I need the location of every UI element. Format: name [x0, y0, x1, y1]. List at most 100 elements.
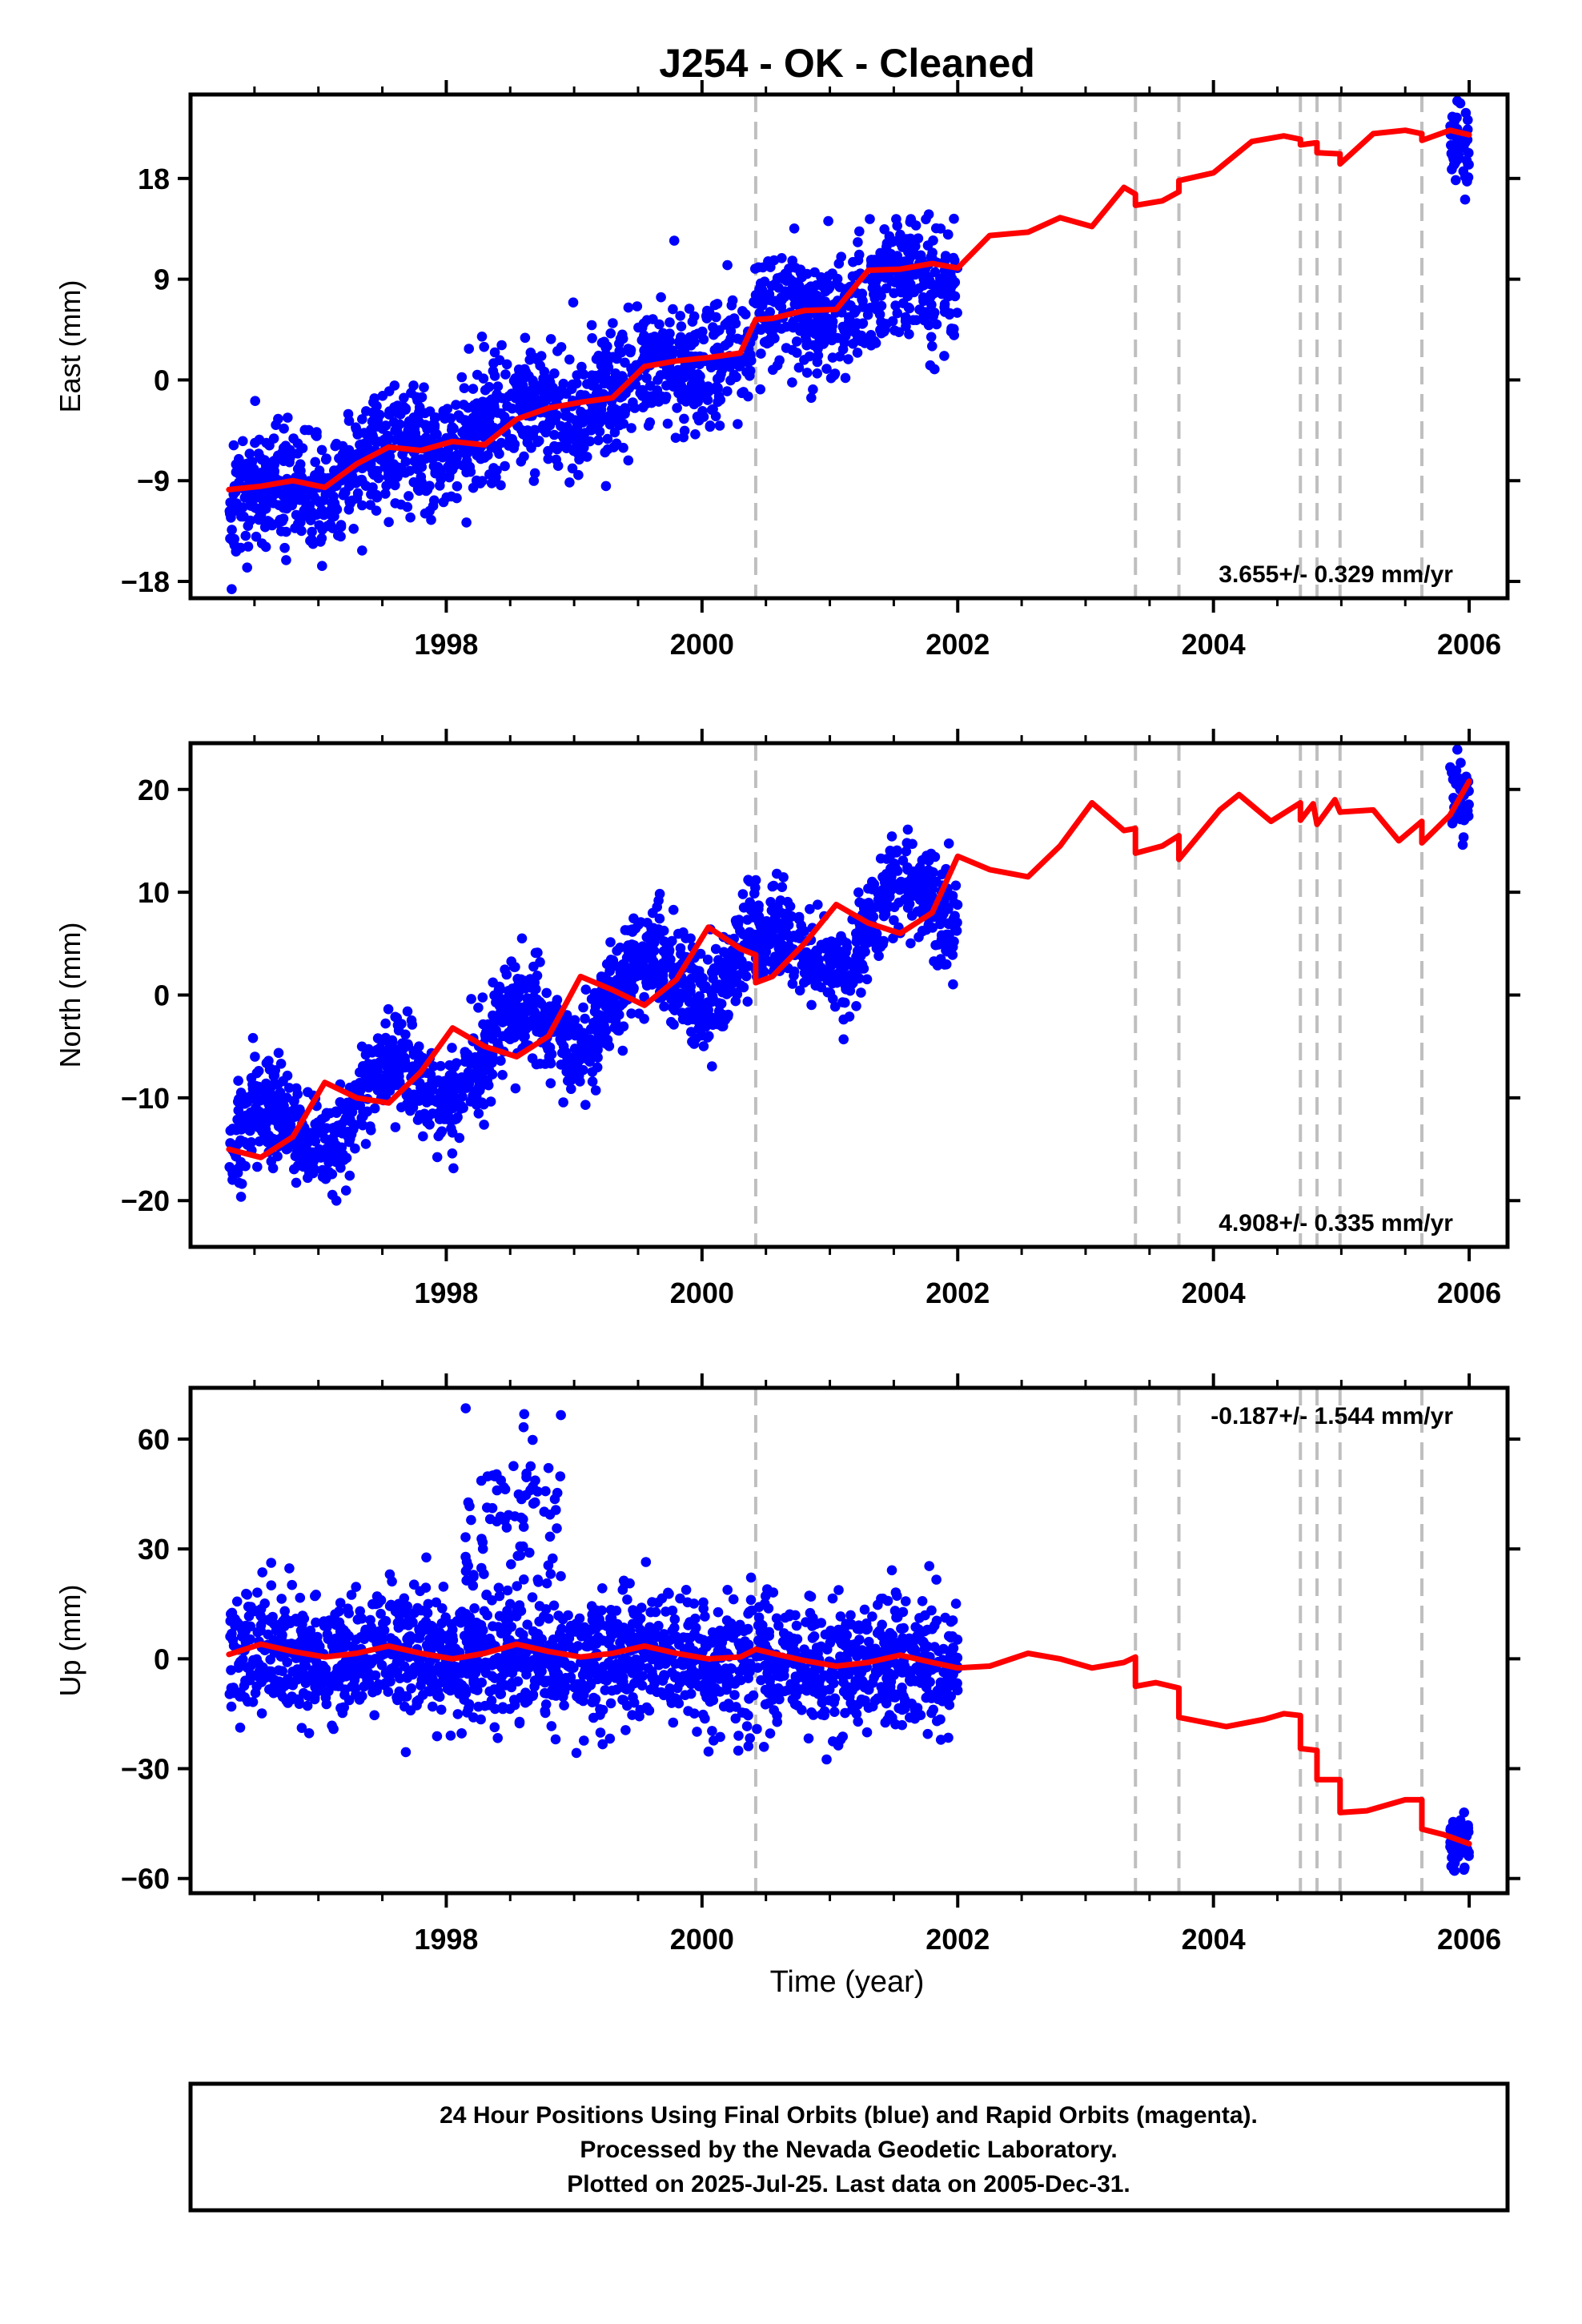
- data-point: [755, 384, 765, 395]
- data-point: [889, 287, 899, 299]
- data-point: [837, 997, 848, 1007]
- data-point: [417, 435, 428, 446]
- data-point: [573, 1043, 584, 1055]
- data-point: [652, 375, 663, 385]
- data-point: [234, 477, 244, 488]
- data-point: [907, 838, 917, 850]
- data-point: [357, 414, 367, 424]
- data-point: [235, 1192, 247, 1202]
- data-point: [528, 961, 539, 972]
- data-point: [559, 1700, 569, 1711]
- data-point: [345, 1116, 355, 1127]
- data-point: [291, 1177, 302, 1188]
- data-point: [494, 1610, 505, 1622]
- data-point: [268, 433, 279, 444]
- data-point: [844, 1011, 855, 1022]
- data-point: [811, 279, 821, 291]
- data-point: [582, 379, 592, 389]
- data-point: [799, 926, 809, 937]
- data-point: [492, 444, 503, 455]
- data-point: [586, 425, 596, 436]
- y-axis-label: East (mm): [54, 280, 86, 413]
- data-point: [281, 526, 291, 537]
- data-point: [602, 1035, 613, 1045]
- data-point: [516, 1011, 527, 1022]
- data-point: [901, 1596, 911, 1606]
- data-point: [573, 469, 584, 480]
- data-point: [246, 1091, 256, 1101]
- data-point: [701, 311, 712, 321]
- data-point: [745, 1733, 755, 1743]
- data-point: [727, 359, 737, 370]
- data-point: [840, 372, 851, 384]
- data-point: [1449, 159, 1460, 170]
- data-point: [930, 267, 941, 278]
- chart-title: J254 - OK - Cleaned: [659, 41, 1035, 86]
- data-point: [400, 456, 412, 467]
- data-point: [693, 971, 704, 981]
- data-point: [923, 320, 934, 331]
- data-point: [549, 429, 560, 440]
- data-point: [373, 472, 384, 484]
- data-point: [473, 1108, 484, 1119]
- data-point: [452, 1112, 463, 1123]
- data-point: [228, 497, 239, 509]
- data-point: [272, 1151, 283, 1162]
- data-point: [865, 330, 877, 340]
- data-point: [404, 424, 414, 435]
- data-point: [623, 302, 634, 313]
- data-point: [626, 1008, 636, 1019]
- data-point: [348, 524, 359, 534]
- data-point: [793, 362, 805, 373]
- data-point: [459, 383, 470, 394]
- data-point: [516, 375, 528, 385]
- data-point: [240, 530, 251, 541]
- data-point: [590, 1085, 601, 1096]
- data-point: [281, 451, 292, 461]
- x-tick-label: 2000: [670, 1277, 734, 1309]
- data-point: [502, 1585, 513, 1596]
- data-point: [791, 1620, 802, 1631]
- data-point: [586, 320, 597, 331]
- data-point: [821, 364, 832, 374]
- data-point: [829, 974, 840, 984]
- data-point: [507, 1001, 517, 1012]
- data-point: [809, 324, 819, 335]
- data-point: [753, 1612, 765, 1622]
- data-point: [780, 292, 790, 302]
- data-point: [750, 875, 761, 886]
- data-point: [488, 358, 499, 368]
- data-point: [428, 1061, 439, 1072]
- data-point: [489, 1722, 500, 1733]
- data-point: [841, 957, 852, 967]
- data-point: [626, 423, 636, 433]
- data-point: [311, 509, 322, 521]
- data-point: [528, 375, 538, 386]
- data-point: [951, 926, 962, 936]
- data-point: [853, 237, 863, 247]
- data-point: [250, 1051, 260, 1062]
- data-point: [587, 333, 597, 344]
- data-point: [267, 1163, 279, 1174]
- data-point: [418, 1131, 428, 1142]
- data-point: [357, 463, 367, 473]
- data-point: [639, 991, 649, 1003]
- data-point: [457, 428, 468, 438]
- data-point: [280, 440, 291, 451]
- data-point: [661, 380, 672, 391]
- data-point: [609, 427, 620, 438]
- data-point: [557, 1047, 568, 1059]
- data-point: [452, 480, 463, 492]
- data-point: [493, 984, 504, 995]
- data-point: [281, 1092, 292, 1103]
- data-point: [503, 1011, 513, 1021]
- data-point: [553, 1610, 564, 1621]
- data-point: [744, 1694, 754, 1704]
- data-point: [665, 1683, 675, 1694]
- data-point: [614, 346, 624, 356]
- data-point: [761, 320, 772, 332]
- data-point: [414, 407, 424, 417]
- data-point: [243, 541, 254, 552]
- data-point: [462, 1049, 473, 1059]
- data-point: [484, 381, 495, 392]
